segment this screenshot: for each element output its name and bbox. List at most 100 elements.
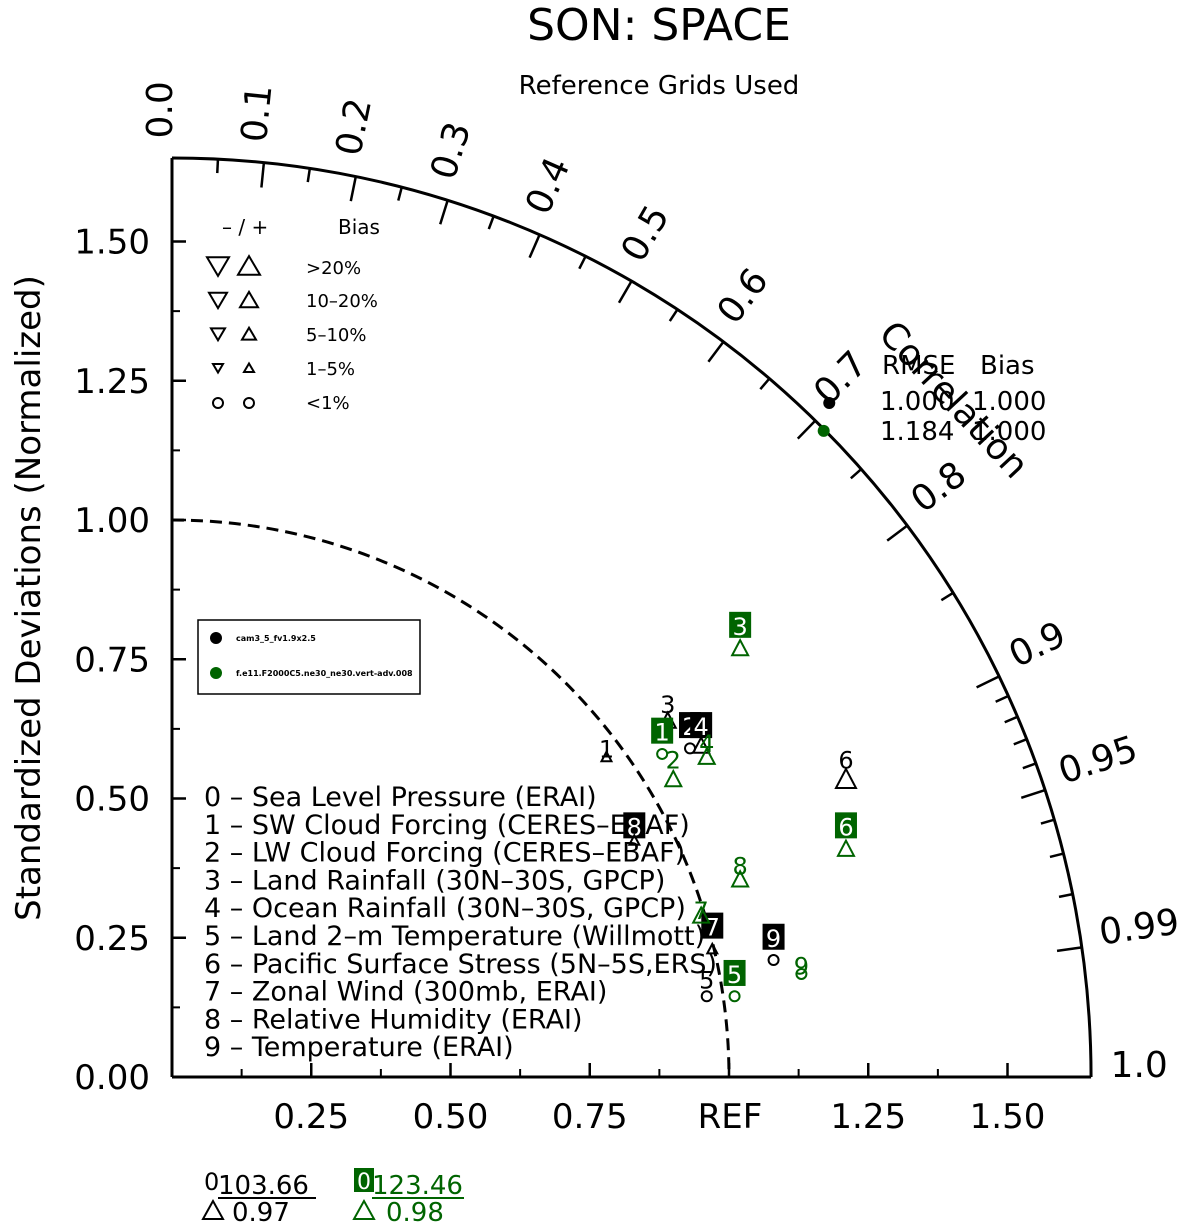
x-tick-label: 1.50: [970, 1097, 1046, 1137]
series-legend-label-1: cam3_5_fv1.9x2.5: [236, 634, 316, 643]
x-tick-label: 0.50: [413, 1097, 489, 1137]
correlation-tick-label: 0.8: [904, 454, 974, 521]
variable-list: 0 – Sea Level Pressure (ERAI)1 – SW Clou…: [204, 782, 717, 1063]
bias-legend-down-triangle: [207, 291, 229, 311]
bias-value-2: 1.000: [972, 417, 1046, 447]
point-marker: [656, 747, 669, 760]
correlation-tick-label: 0.9: [1003, 614, 1072, 676]
point-label-box: [651, 717, 674, 744]
case-point: [817, 424, 830, 437]
case-point: [823, 397, 836, 410]
offscale-green-label: 0: [357, 1170, 371, 1195]
y-tick-label: 1.25: [74, 362, 150, 402]
correlation-tick-label: 0.95: [1054, 729, 1143, 793]
point-label-box: [729, 611, 752, 638]
offscale-green-value-2: 0.98: [386, 1198, 444, 1227]
x-ticks: 0.25 0.50 0.75 1.25 1.50: [240, 1063, 1046, 1137]
point-marker: [627, 833, 641, 846]
correlation-minor-tick: [1013, 738, 1028, 746]
correlation-tick-label: 0.2: [328, 95, 380, 159]
correlation-major-tick: [1020, 788, 1046, 800]
variable-list-item: 2 – LW Cloud Forcing (CERES–EBAF): [204, 838, 685, 869]
point-label: 9: [766, 925, 781, 953]
point-label: 1: [655, 719, 670, 747]
bias-legend-sign-header: – / +: [222, 215, 268, 239]
variable-list-item: 1 – SW Cloud Forcing (CERES–EBAF): [204, 810, 690, 841]
offscale-green-box: [354, 1168, 374, 1192]
point-label: 4: [699, 730, 714, 758]
correlation-ticks: [170, 157, 1092, 1079]
correlation-tick-label: 0.99: [1097, 902, 1179, 954]
correlation-minor-tick: [995, 694, 1009, 703]
variable-list-item: 7 – Zonal Wind (300mb, ERAI): [204, 977, 607, 1008]
correlation-major-tick: [796, 419, 817, 440]
y-tick-label: 0.50: [74, 780, 150, 820]
y-tick-label: 0.25: [74, 919, 150, 959]
bias-legend-down-triangle: [211, 363, 225, 375]
point-marker: [795, 967, 808, 980]
bias-legend-row-2: 10–20%: [306, 291, 378, 312]
point-label-box: [834, 812, 857, 839]
variable-list-item: 4 – Ocean Rainfall (30N–30S, GPCP): [204, 893, 686, 924]
point-label: 8: [732, 852, 747, 880]
point-label: 6: [838, 747, 853, 775]
point-marker: [705, 941, 719, 955]
correlation-minor-tick: [397, 186, 403, 201]
point-marker: [730, 869, 750, 888]
y-tick-label: 1.50: [74, 223, 150, 263]
point-marker: [728, 990, 741, 1003]
point-label: 7: [694, 897, 709, 925]
correlation-major-tick: [1056, 946, 1083, 953]
series-legend-label-2: f.e11.F2000C5.ne30_ne30.vert-adv.008: [236, 669, 413, 678]
chart-subtitle: Reference Grids Used: [519, 71, 800, 101]
y-tick-label: 0.75: [74, 640, 150, 680]
bias-legend-up-triangle: [236, 254, 262, 276]
bias-legend-up-triangle: [240, 325, 258, 341]
correlation-minor-tick: [1040, 818, 1055, 825]
bias-legend-row-3: 5–10%: [306, 325, 366, 346]
rmse-header: RMSE: [882, 351, 955, 381]
correlation-minor-tick: [850, 468, 863, 480]
bias-legend: – / + Bias >20% 10–20% 5–10% 1–5% <1%: [205, 215, 380, 414]
point-label: 2: [666, 747, 681, 775]
bias-legend-down-triangle: [205, 256, 231, 278]
offscale-black-label: 0: [204, 1168, 219, 1196]
point-label: 1: [599, 735, 614, 763]
rmse-value-1: 1.000: [880, 387, 954, 417]
point-marker: [697, 746, 717, 765]
correlation-minor-tick: [1058, 892, 1073, 899]
point-label-box: [723, 959, 746, 986]
point-marker: [691, 735, 711, 754]
correlation-minor-tick: [487, 215, 495, 230]
correlation-minor-tick: [668, 308, 679, 322]
correlation-minor-tick: [1022, 762, 1037, 770]
correlation-major-tick: [976, 675, 1000, 689]
bias-legend-circle: [212, 397, 224, 409]
correlation-tick-label: 0.0: [140, 81, 181, 138]
y-tick-label: 0.00: [74, 1058, 150, 1098]
point-label: 5: [699, 967, 714, 995]
offscale-values: 0 103.66 0.97 0 123.46 0.98: [201, 1168, 464, 1227]
point-label-box: [690, 712, 713, 739]
correlation-tick-label: 0.7: [806, 343, 875, 413]
variable-list-item: 3 – Land Rainfall (30N–30S, GPCP): [204, 865, 665, 896]
offscale-green-value-1: 123.46: [372, 1171, 463, 1201]
correlation-minor-tick: [940, 591, 954, 602]
point-label: 3: [732, 613, 747, 641]
bias-legend-down-triangle: [209, 327, 227, 343]
correlation-minor-tick: [306, 168, 312, 183]
correlation-tick-label: 0.6: [710, 261, 777, 331]
bias-legend-bias-header: Bias: [338, 215, 380, 239]
correlation-major-tick: [707, 341, 725, 363]
offscale-black-value-2: 0.97: [232, 1198, 290, 1227]
point-marker: [836, 838, 856, 857]
point-marker: [767, 954, 780, 967]
correlation-major-tick: [617, 280, 633, 304]
point-marker: [599, 749, 614, 763]
rmse-value-2: 1.184: [880, 417, 954, 447]
correlation-minor-tick: [578, 255, 587, 270]
point-marker: [834, 766, 858, 790]
bias-legend-row-1: >20%: [306, 258, 361, 279]
correlation-minor-tick: [1004, 715, 1019, 724]
correlation-tick-label: 0.3: [423, 117, 479, 184]
